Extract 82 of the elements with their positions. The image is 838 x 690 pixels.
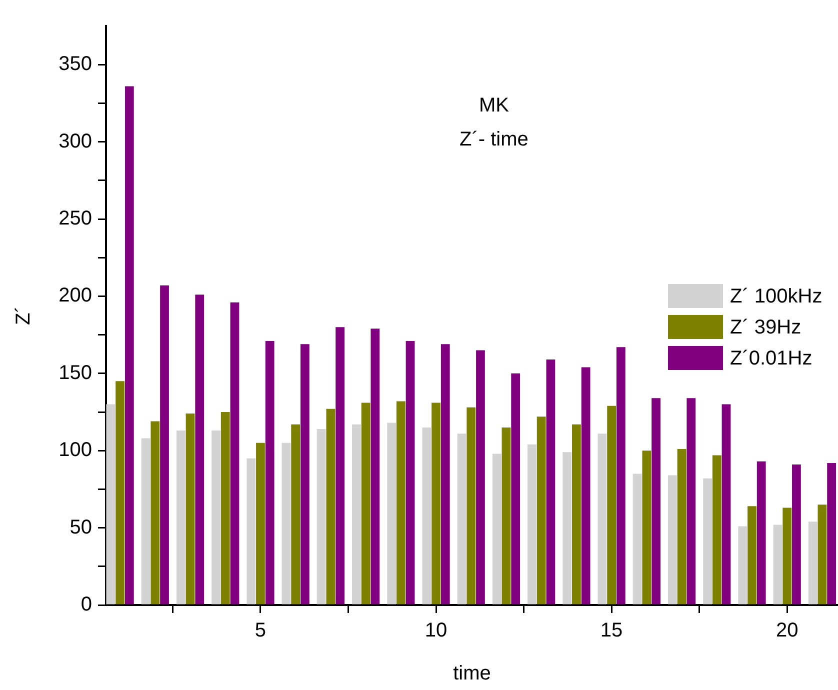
y-tick-label: 100 — [58, 439, 92, 462]
bar — [316, 428, 326, 604]
bar — [562, 452, 572, 604]
bar — [616, 347, 626, 604]
bar — [607, 406, 616, 604]
bar — [792, 464, 801, 604]
bar — [440, 344, 450, 604]
bar — [230, 302, 240, 604]
bar — [300, 344, 310, 604]
bar — [256, 442, 265, 604]
bar — [432, 402, 440, 604]
x-tick-label: 15 — [600, 620, 623, 642]
bar — [361, 402, 370, 604]
y-tick-label: 0 — [80, 594, 92, 616]
bar — [352, 424, 361, 604]
bar — [677, 449, 686, 604]
bar — [160, 285, 169, 604]
bar — [212, 430, 220, 604]
bar — [124, 86, 134, 604]
bar — [106, 404, 116, 604]
bar — [370, 328, 380, 604]
bar — [150, 421, 160, 604]
bar — [141, 438, 150, 604]
bar — [598, 434, 607, 604]
y-axis-title: Z´ — [12, 306, 35, 325]
bar — [782, 508, 792, 604]
bar — [712, 455, 722, 604]
bar — [642, 450, 652, 604]
x-tick-label: 5 — [254, 620, 266, 642]
bar — [246, 458, 256, 604]
y-tick-label: 150 — [58, 362, 92, 384]
bar — [336, 327, 344, 604]
text: Z´- time — [460, 128, 528, 151]
text: MK — [478, 94, 510, 117]
bar — [220, 412, 230, 604]
x-tick-label: 10 — [424, 620, 448, 642]
bar — [396, 401, 406, 604]
y-tick-label: 200 — [58, 284, 92, 307]
bar — [528, 444, 536, 604]
bar — [511, 373, 520, 604]
bar — [502, 427, 511, 604]
bar — [387, 422, 396, 604]
bar — [722, 404, 731, 604]
bar — [195, 294, 204, 604]
bar — [738, 526, 748, 604]
legend-label: Z´ 100kHz — [730, 286, 822, 308]
y-tick-label: 350 — [58, 53, 92, 76]
bar — [748, 506, 756, 604]
bar — [632, 474, 642, 604]
bar — [581, 367, 590, 604]
bar — [686, 398, 696, 604]
bar — [703, 478, 712, 604]
bar — [476, 350, 485, 604]
y-tick-label: 250 — [58, 208, 92, 230]
bar — [536, 416, 546, 604]
bar — [827, 462, 836, 604]
bar — [176, 430, 186, 604]
legend-label: Z´ 39Hz — [730, 316, 802, 339]
bar — [265, 340, 274, 604]
y-tick-label: 300 — [58, 130, 92, 152]
bar — [546, 360, 556, 604]
y-tick-label: 50 — [70, 516, 92, 538]
bar — [492, 454, 502, 604]
bar — [326, 408, 336, 604]
bar — [466, 407, 476, 604]
bar — [756, 461, 766, 604]
bar — [457, 434, 466, 604]
bar — [652, 398, 660, 604]
x-tick-label: 20 — [776, 620, 798, 642]
bar — [422, 427, 432, 604]
x-axis-title: time — [453, 662, 491, 685]
bar — [818, 504, 827, 604]
bar — [186, 414, 195, 604]
bar — [773, 524, 782, 604]
bar — [291, 424, 300, 604]
bar — [572, 424, 581, 604]
bar — [116, 381, 124, 604]
bar — [668, 475, 677, 604]
bar — [282, 442, 291, 604]
legend-label: Z´0.01Hz — [730, 348, 812, 370]
bar — [406, 340, 415, 604]
bar — [808, 522, 818, 604]
